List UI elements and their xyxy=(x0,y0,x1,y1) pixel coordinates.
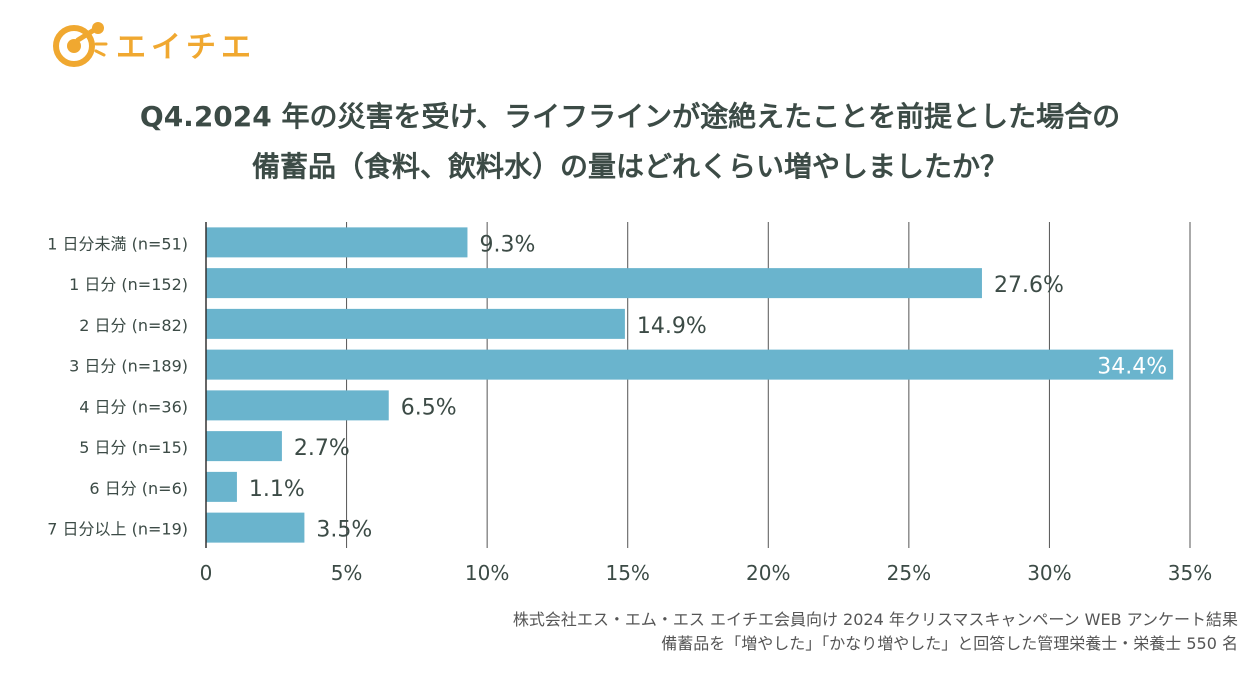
bar xyxy=(206,227,468,258)
logo-mark-icon xyxy=(53,22,108,67)
chart-title: Q4.2024 年の災害を受け、ライフラインが途絶えたことを前提とした場合の 備… xyxy=(0,92,1260,192)
category-label: 5 日分 (n=15) xyxy=(79,438,188,457)
source-note-line-2: 備蓄品を「増やした」「かなり増やした」と回答した管理栄養士・栄養士 550 名 xyxy=(661,634,1238,653)
data-label: 3.5% xyxy=(316,518,372,543)
bar xyxy=(206,512,305,543)
data-label: 2.7% xyxy=(294,436,350,461)
brand-name: エイチエ xyxy=(116,30,256,65)
category-label: 7 日分以上 (n=19) xyxy=(47,520,188,539)
x-tick-label: 5% xyxy=(331,561,363,585)
data-label: 1.1% xyxy=(249,477,305,502)
x-tick-label: 20% xyxy=(746,561,790,585)
data-label: 6.5% xyxy=(401,395,457,420)
bar xyxy=(206,268,982,299)
x-tick-label: 30% xyxy=(1027,561,1071,585)
category-label: 1 日分未満 (n=51) xyxy=(47,234,188,253)
category-label: 1 日分 (n=152) xyxy=(69,275,188,294)
x-tick-label: 0 xyxy=(200,561,213,585)
bar-chart: 1 日分未満 (n=51) 9.3% 1 日分 (n=152) 27.6% 2 日分 (… xyxy=(47,222,1212,585)
bar xyxy=(206,471,237,502)
category-label: 2 日分 (n=82) xyxy=(79,316,188,335)
x-tick-label: 10% xyxy=(465,561,509,585)
x-tick-label: 15% xyxy=(605,561,649,585)
bar xyxy=(206,390,389,421)
data-label: 9.3% xyxy=(479,232,535,257)
chart-title-line-1: Q4.2024 年の災害を受け、ライフラインが途絶えたことを前提とした場合の xyxy=(139,100,1121,133)
category-label: 4 日分 (n=36) xyxy=(79,397,188,416)
x-tick-label: 25% xyxy=(887,561,931,585)
category-label: 6 日分 (n=6) xyxy=(89,479,188,498)
category-label: 3 日分 (n=189) xyxy=(69,357,188,376)
bar xyxy=(206,349,1174,380)
bar xyxy=(206,308,625,339)
bar xyxy=(206,431,282,462)
data-label: 27.6% xyxy=(994,273,1064,298)
data-label: 14.9% xyxy=(637,314,707,339)
x-tick-label: 35% xyxy=(1168,561,1212,585)
data-label: 34.4% xyxy=(1097,355,1167,380)
chart-title-line-2: 備蓄品（食料、飲料水）の量はどれくらい増やしましたか？ xyxy=(251,150,1008,183)
brand-logo: エイチエ xyxy=(50,18,256,70)
source-note-line-1: 株式会社エス・エム・エス エイチエ会員向け 2024 年クリスマスキャンペーン … xyxy=(512,610,1238,629)
source-note: 株式会社エス・エム・エス エイチエ会員向け 2024 年クリスマスキャンペーン … xyxy=(513,608,1238,656)
